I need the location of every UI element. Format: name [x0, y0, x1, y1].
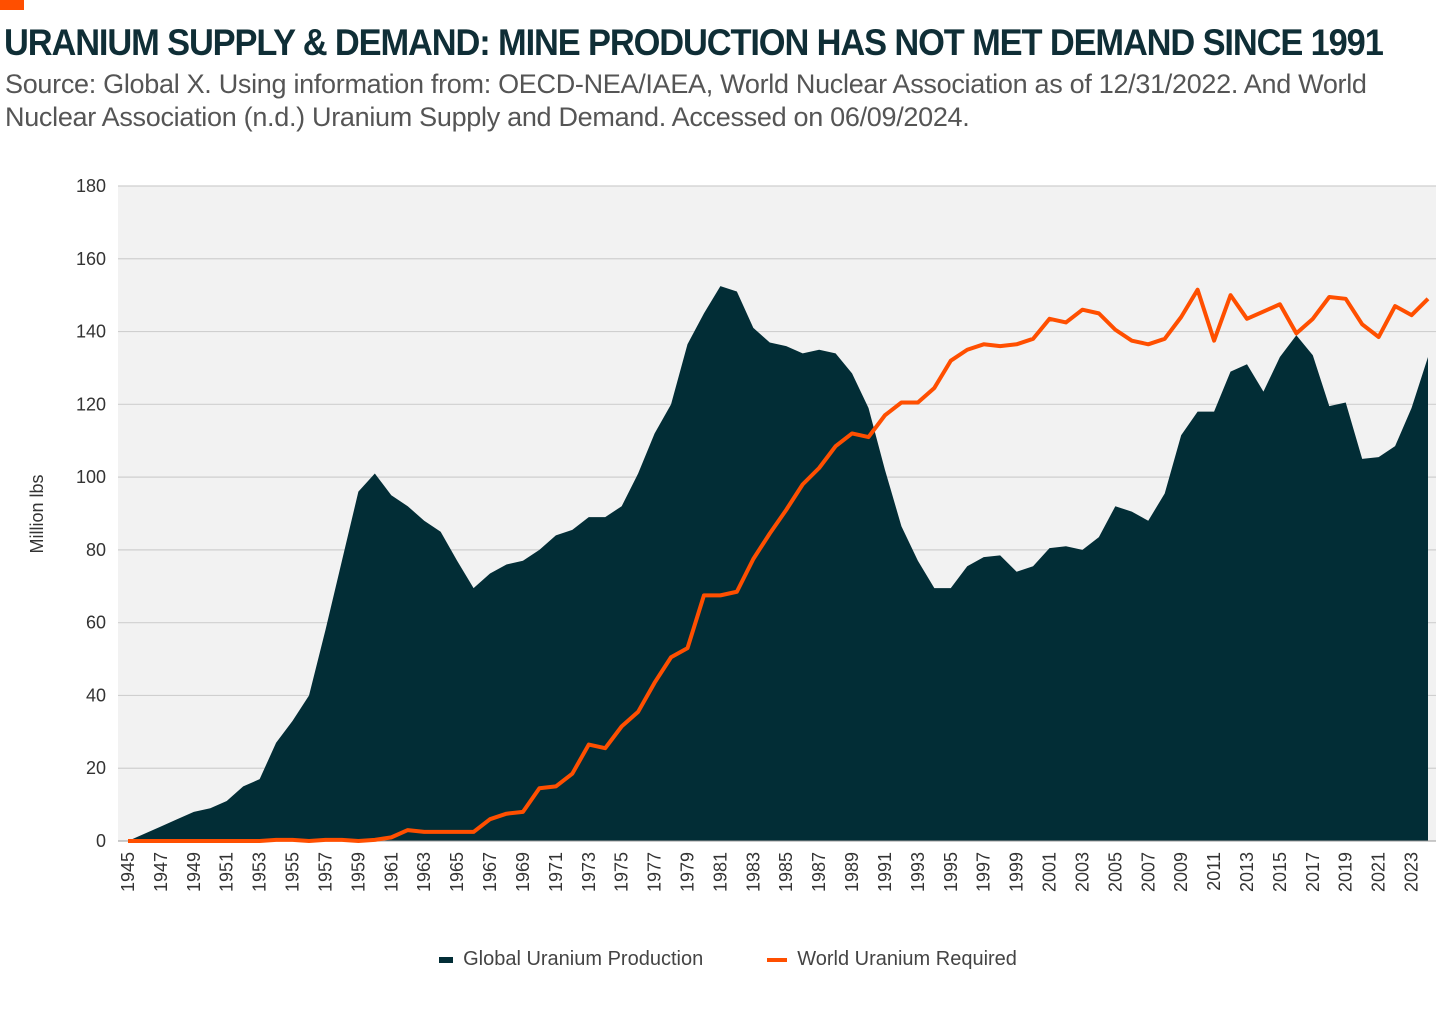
x-tick-label: 1951	[217, 852, 237, 892]
legend-swatch-required	[767, 957, 788, 962]
x-tick-label: 1967	[480, 852, 500, 892]
x-tick-label: 1979	[677, 852, 697, 892]
x-tick-label: 1985	[776, 852, 796, 892]
x-tick-label: 1991	[875, 852, 895, 892]
legend: Global Uranium Production World Uranium …	[0, 948, 1456, 971]
x-tick-label: 2009	[1171, 852, 1191, 892]
y-tick-label: 80	[86, 540, 106, 560]
production-area	[128, 286, 1428, 841]
x-tick-label: 1983	[743, 852, 763, 892]
x-tick-label: 1957	[315, 852, 335, 892]
x-tick-label: 2013	[1237, 852, 1257, 892]
legend-label-required: World Uranium Required	[797, 948, 1017, 970]
x-tick-label: 1971	[546, 852, 566, 892]
x-tick-label: 1969	[513, 852, 533, 892]
x-tick-label: 2023	[1402, 852, 1422, 892]
x-tick-label: 1981	[710, 852, 730, 892]
x-tick-label: 2015	[1270, 852, 1290, 892]
x-tick-label: 2011	[1204, 852, 1224, 891]
y-tick-label: 100	[76, 467, 106, 487]
chart-title: URANIUM SUPPLY & DEMAND: MINE PRODUCTION…	[4, 22, 1384, 63]
x-tick-label: 1959	[348, 852, 368, 892]
x-tick-label: 2017	[1303, 852, 1323, 892]
y-tick-label: 140	[76, 322, 106, 342]
y-tick-label: 120	[76, 394, 106, 414]
x-tick-label: 1961	[381, 852, 401, 892]
x-tick-label: 1945	[118, 852, 138, 892]
y-tick-label: 180	[76, 176, 106, 196]
y-tick-label: 40	[86, 685, 106, 705]
required-line	[128, 287, 1430, 843]
legend-swatch-production	[439, 956, 454, 963]
legend-item-production: Global Uranium Production	[439, 948, 703, 971]
x-tick-label: 1975	[612, 852, 632, 892]
x-tick-label: 1963	[414, 852, 434, 892]
brand-accent-bar	[0, 0, 24, 10]
x-tick-label: 1989	[842, 852, 862, 892]
x-tick-label: 1953	[250, 852, 270, 892]
y-axis-label: Million lbs	[27, 474, 47, 553]
x-tick-label: 2003	[1072, 852, 1092, 892]
x-tick-label: 2001	[1040, 852, 1060, 892]
x-tick-label: 2021	[1369, 852, 1389, 892]
y-tick-label: 160	[76, 249, 106, 269]
x-tick-label: 1955	[283, 852, 303, 892]
x-tick-label: 2005	[1105, 852, 1125, 892]
x-tick-label: 1947	[151, 852, 171, 892]
x-tick-label: 1995	[941, 852, 961, 892]
x-tick-label: 1987	[809, 852, 829, 892]
x-tick-label: 1993	[908, 852, 928, 892]
chart-subtitle: Source: Global X. Using information from…	[5, 69, 1367, 132]
x-tick-label: 1999	[1007, 852, 1027, 892]
x-tick-label: 1977	[645, 852, 665, 892]
y-tick-label: 60	[86, 613, 106, 633]
legend-item-required: World Uranium Required	[767, 948, 1017, 971]
x-tick-label: 1973	[579, 852, 599, 892]
x-tick-label: 1949	[184, 852, 204, 892]
x-tick-label: 1997	[974, 852, 994, 892]
y-tick-label: 0	[96, 831, 106, 851]
legend-label-production: Global Uranium Production	[463, 948, 704, 970]
y-tick-label: 20	[86, 758, 106, 778]
x-tick-label: 2007	[1138, 852, 1158, 892]
x-tick-label: 2019	[1336, 852, 1356, 892]
x-tick-label: 1965	[447, 852, 467, 892]
